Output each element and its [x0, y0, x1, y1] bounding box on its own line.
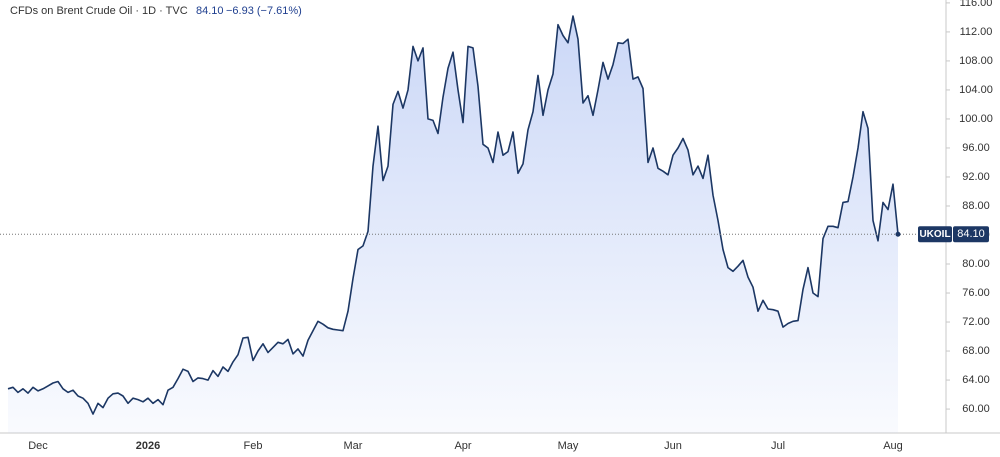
x-tick-label: Jun: [664, 440, 682, 452]
y-tick-label: 72.00: [962, 316, 990, 328]
y-tick-label: 76.00: [962, 287, 990, 299]
price-tag: [953, 226, 989, 243]
y-tick-label: 104.00: [959, 84, 993, 96]
x-tick-label: May: [558, 440, 579, 452]
x-tick-label: Dec: [28, 440, 48, 452]
header-change: −6.93 (−7.61%): [226, 5, 302, 17]
y-tick-label: 60.00: [962, 403, 990, 415]
y-tick-label: 88.00: [962, 200, 990, 212]
y-tick-label: 100.00: [959, 113, 993, 125]
symbol-label: UKOIL: [919, 229, 950, 240]
chart-title: CFDs on Brent Crude Oil · 1D · TVC: [10, 5, 188, 17]
area: [8, 16, 898, 433]
y-tick-label: 96.00: [962, 142, 990, 154]
x-tick-label: Apr: [454, 440, 471, 452]
symbol-tag: [918, 226, 952, 243]
x-tick-label: 2026: [136, 440, 160, 452]
y-tick-label: 92.00: [962, 171, 990, 183]
y-tick-label: 108.00: [959, 55, 993, 67]
y-tick-label: 80.00: [962, 258, 990, 270]
x-tick-label: Mar: [344, 440, 363, 452]
y-tick-label: 64.00: [962, 374, 990, 386]
y-tick-label: 112.00: [960, 26, 993, 38]
y-tick-label: 116.00: [960, 0, 993, 9]
x-tick-label: Aug: [883, 440, 903, 452]
line: [7, 15, 899, 415]
price-tag-label: 84.10: [957, 228, 985, 240]
x-tick-label: Feb: [244, 440, 263, 452]
last-point: [895, 231, 901, 237]
y-tick-label: 68.00: [962, 345, 990, 357]
x-tick-label: Jul: [771, 440, 785, 452]
header-price: 84.10: [196, 5, 224, 17]
